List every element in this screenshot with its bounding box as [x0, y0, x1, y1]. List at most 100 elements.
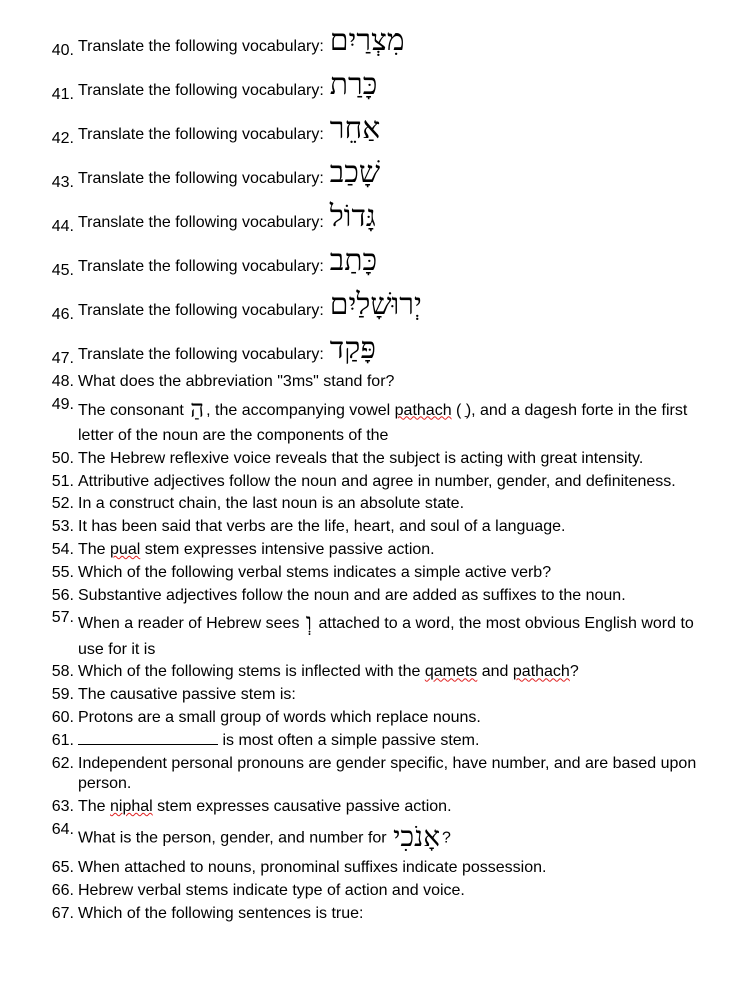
question-number: 53.: [40, 517, 78, 538]
question-content: Translate the following vocabulary:גָּדו…: [78, 196, 706, 238]
question-content: Translate the following vocabulary:יְרוּ…: [78, 284, 706, 326]
question-number: 45.: [40, 261, 78, 282]
vocab-label: Translate the following vocabulary:: [78, 213, 324, 238]
question-content: The niphal stem expresses causative pass…: [78, 797, 706, 818]
question-content: What is the person, gender, and number f…: [78, 820, 706, 856]
question-number: 46.: [40, 305, 78, 326]
question-content: The pual stem expresses intensive passiv…: [78, 540, 706, 561]
question-number: 50.: [40, 449, 78, 470]
question-number: 49.: [40, 395, 78, 416]
question-content: Independent personal pronouns are gender…: [78, 754, 706, 796]
question-content: It has been said that verbs are the life…: [78, 517, 706, 538]
vocab-label: Translate the following vocabulary:: [78, 301, 324, 326]
question-item: 59.The causative passive stem is:: [40, 685, 706, 706]
question-number: 51.: [40, 472, 78, 493]
question-number: 48.: [40, 372, 78, 393]
question-number: 42.: [40, 129, 78, 150]
question-item: 51.Attributive adjectives follow the nou…: [40, 472, 706, 493]
question-content: When a reader of Hebrew sees וְ attached…: [78, 608, 706, 660]
question-number: 67.: [40, 904, 78, 925]
question-item: 50.The Hebrew reflexive voice reveals th…: [40, 449, 706, 470]
question-number: 62.: [40, 754, 78, 775]
question-item: 49.The consonant הַ, the accompanying vo…: [40, 395, 706, 447]
vocab-label: Translate the following vocabulary:: [78, 37, 324, 62]
vocab-label: Translate the following vocabulary:: [78, 125, 324, 150]
question-number: 57.: [40, 608, 78, 629]
question-item: 61. is most often a simple passive stem.: [40, 731, 706, 752]
question-number: 65.: [40, 858, 78, 879]
vocab-label: Translate the following vocabulary:: [78, 345, 324, 370]
hebrew-word: מִצְרַיִם: [324, 20, 405, 62]
question-item: 52.In a construct chain, the last noun i…: [40, 494, 706, 515]
question-content: Translate the following vocabulary:כָּתַ…: [78, 240, 706, 282]
question-item: 56.Substantive adjectives follow the nou…: [40, 586, 706, 607]
question-content: Which of the following stems is inflecte…: [78, 662, 706, 683]
question-content: Substantive adjectives follow the noun a…: [78, 586, 706, 607]
hebrew-word: אַחֵר: [324, 108, 381, 150]
question-item: 55.Which of the following verbal stems i…: [40, 563, 706, 584]
vocab-label: Translate the following vocabulary:: [78, 81, 324, 106]
question-content: Which of the following sentences is true…: [78, 904, 706, 925]
question-item: 44.Translate the following vocabulary:גָ…: [40, 196, 706, 238]
question-content: Translate the following vocabulary:מִצְר…: [78, 20, 706, 62]
question-number: 41.: [40, 85, 78, 106]
question-item: 60.Protons are a small group of words wh…: [40, 708, 706, 729]
question-content: is most often a simple passive stem.: [78, 731, 706, 752]
question-item: 42.Translate the following vocabulary:אַ…: [40, 108, 706, 150]
question-item: 43.Translate the following vocabulary:שָ…: [40, 152, 706, 194]
question-item: 57.When a reader of Hebrew sees וְ attac…: [40, 608, 706, 660]
question-number: 60.: [40, 708, 78, 729]
question-item: 48.What does the abbreviation "3ms" stan…: [40, 372, 706, 393]
question-item: 54.The pual stem expresses intensive pas…: [40, 540, 706, 561]
question-item: 58.Which of the following stems is infle…: [40, 662, 706, 683]
question-number: 54.: [40, 540, 78, 561]
question-item: 46.Translate the following vocabulary:יְ…: [40, 284, 706, 326]
question-item: 41.Translate the following vocabulary:כָ…: [40, 64, 706, 106]
question-item: 64.What is the person, gender, and numbe…: [40, 820, 706, 856]
question-content: Which of the following verbal stems indi…: [78, 563, 706, 584]
hebrew-word: גָּדוֹל: [324, 196, 376, 238]
hebrew-word: פָּקַד: [324, 328, 376, 370]
vocab-label: Translate the following vocabulary:: [78, 169, 324, 194]
question-content: The Hebrew reflexive voice reveals that …: [78, 449, 706, 470]
question-number: 56.: [40, 586, 78, 607]
question-item: 65.When attached to nouns, pronominal su…: [40, 858, 706, 879]
question-item: 67.Which of the following sentences is t…: [40, 904, 706, 925]
question-item: 53.It has been said that verbs are the l…: [40, 517, 706, 538]
question-item: 40.Translate the following vocabulary:מִ…: [40, 20, 706, 62]
question-item: 62.Independent personal pronouns are gen…: [40, 754, 706, 796]
hebrew-word: כָּתַב: [324, 240, 377, 282]
question-number: 47.: [40, 349, 78, 370]
question-content: When attached to nouns, pronominal suffi…: [78, 858, 706, 879]
question-number: 40.: [40, 41, 78, 62]
question-content: Protons are a small group of words which…: [78, 708, 706, 729]
question-content: Hebrew verbal stems indicate type of act…: [78, 881, 706, 902]
hebrew-word: כָּרַת: [324, 64, 378, 106]
question-number: 66.: [40, 881, 78, 902]
question-content: Translate the following vocabulary:שָׁכַ…: [78, 152, 706, 194]
question-number: 43.: [40, 173, 78, 194]
question-content: The causative passive stem is:: [78, 685, 706, 706]
question-item: 45.Translate the following vocabulary:כָ…: [40, 240, 706, 282]
question-number: 61.: [40, 731, 78, 752]
question-number: 63.: [40, 797, 78, 818]
vocab-label: Translate the following vocabulary:: [78, 257, 324, 282]
hebrew-word: שָׁכַב: [324, 152, 380, 194]
question-item: 47.Translate the following vocabulary:פָ…: [40, 328, 706, 370]
question-list: 40.Translate the following vocabulary:מִ…: [40, 20, 706, 925]
question-item: 66.Hebrew verbal stems indicate type of …: [40, 881, 706, 902]
question-content: Translate the following vocabulary:פָּקַ…: [78, 328, 706, 370]
question-content: What does the abbreviation "3ms" stand f…: [78, 372, 706, 393]
question-number: 52.: [40, 494, 78, 515]
question-content: The consonant הַ, the accompanying vowel…: [78, 395, 706, 447]
question-item: 63.The niphal stem expresses causative p…: [40, 797, 706, 818]
question-content: In a construct chain, the last noun is a…: [78, 494, 706, 515]
question-number: 55.: [40, 563, 78, 584]
question-number: 64.: [40, 820, 78, 841]
question-content: Translate the following vocabulary:כָּרַ…: [78, 64, 706, 106]
question-number: 59.: [40, 685, 78, 706]
question-content: Attributive adjectives follow the noun a…: [78, 472, 706, 493]
hebrew-word: יְרוּשָׁלַיִם: [324, 284, 422, 326]
question-content: Translate the following vocabulary:אַחֵר: [78, 108, 706, 150]
question-number: 58.: [40, 662, 78, 683]
